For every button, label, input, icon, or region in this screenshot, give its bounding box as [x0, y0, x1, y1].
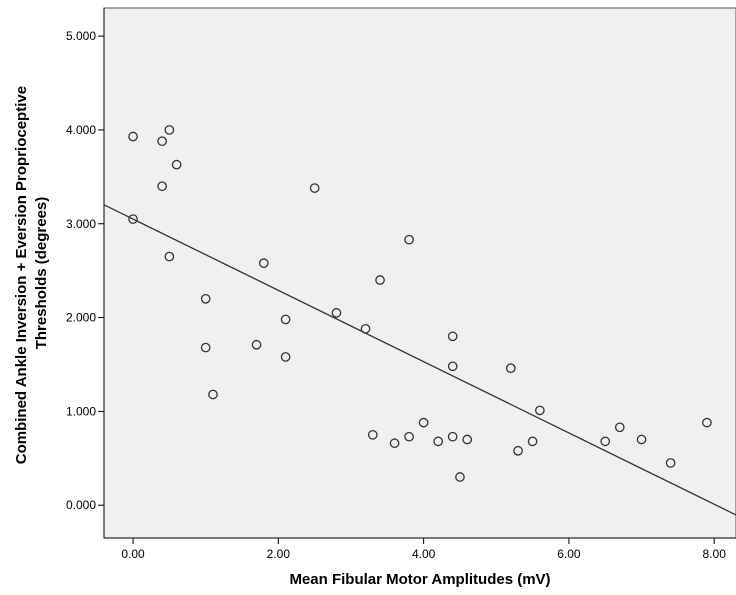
data-point — [404, 234, 414, 245]
fit-line-group — [104, 204, 736, 516]
data-point — [447, 331, 458, 342]
data-point — [447, 431, 458, 442]
data-point — [200, 293, 211, 304]
data-point — [331, 308, 342, 318]
x-tick-label: 0.00 — [121, 547, 145, 561]
data-point — [375, 275, 385, 285]
y-axis: 0.000 1.000 2.000 3.000 4.000 5.000 — [66, 8, 105, 538]
y-tick-label: 3.000 — [66, 217, 96, 231]
data-point — [164, 125, 175, 135]
x-tick-label: 4.00 — [412, 547, 436, 561]
data-point — [280, 352, 291, 362]
y-tick-label: 0.000 — [66, 498, 96, 512]
y-axis-title-line-2: Thresholds (degrees) — [33, 197, 50, 350]
data-point — [157, 136, 167, 147]
data-point — [527, 436, 538, 447]
data-point — [433, 436, 444, 447]
x-tick-label: 6.00 — [557, 547, 581, 561]
data-point — [418, 417, 429, 428]
data-point — [505, 363, 516, 374]
data-point — [367, 429, 378, 440]
data-point — [360, 323, 371, 334]
x-axis-title: Mean Fibular Motor Amplitudes (mV) — [289, 571, 550, 588]
data-point — [702, 417, 712, 428]
data-point — [447, 361, 458, 372]
data-point — [462, 434, 473, 445]
plot-area — [103, 7, 736, 539]
y-tick-label: 5.000 — [66, 29, 96, 43]
data-point — [128, 131, 138, 142]
data-point — [309, 183, 320, 193]
data-point — [600, 436, 611, 447]
y-tick-label: 2.000 — [66, 311, 96, 325]
y-axis-title: Combined Ankle Inversion + Eversion Prop… — [13, 82, 50, 464]
data-point — [665, 458, 676, 468]
data-point — [128, 214, 138, 224]
data-point — [251, 339, 262, 350]
x-axis: 0.00 2.00 4.00 6.00 8.00 — [104, 537, 736, 561]
data-point — [404, 431, 414, 442]
y-tick-label: 1.000 — [66, 404, 96, 418]
data-point — [258, 258, 269, 269]
data-point — [455, 472, 465, 482]
data-point — [171, 159, 182, 170]
fit-line — [104, 204, 736, 516]
data-point — [164, 251, 175, 262]
data-point — [280, 314, 291, 325]
y-axis-title-line-1: Combined Ankle Inversion + Eversion Prop… — [13, 86, 30, 464]
data-point — [208, 389, 218, 400]
data-point — [157, 181, 167, 192]
data-point — [200, 342, 211, 353]
data-point — [636, 434, 647, 445]
data-point — [614, 422, 625, 433]
y-tick-label: 4.000 — [66, 123, 96, 137]
data-points — [128, 125, 712, 482]
x-tick-label: 8.00 — [703, 547, 727, 561]
data-point — [513, 445, 523, 456]
data-point — [389, 438, 400, 449]
data-point — [535, 405, 545, 416]
x-tick-label: 2.00 — [267, 547, 291, 561]
